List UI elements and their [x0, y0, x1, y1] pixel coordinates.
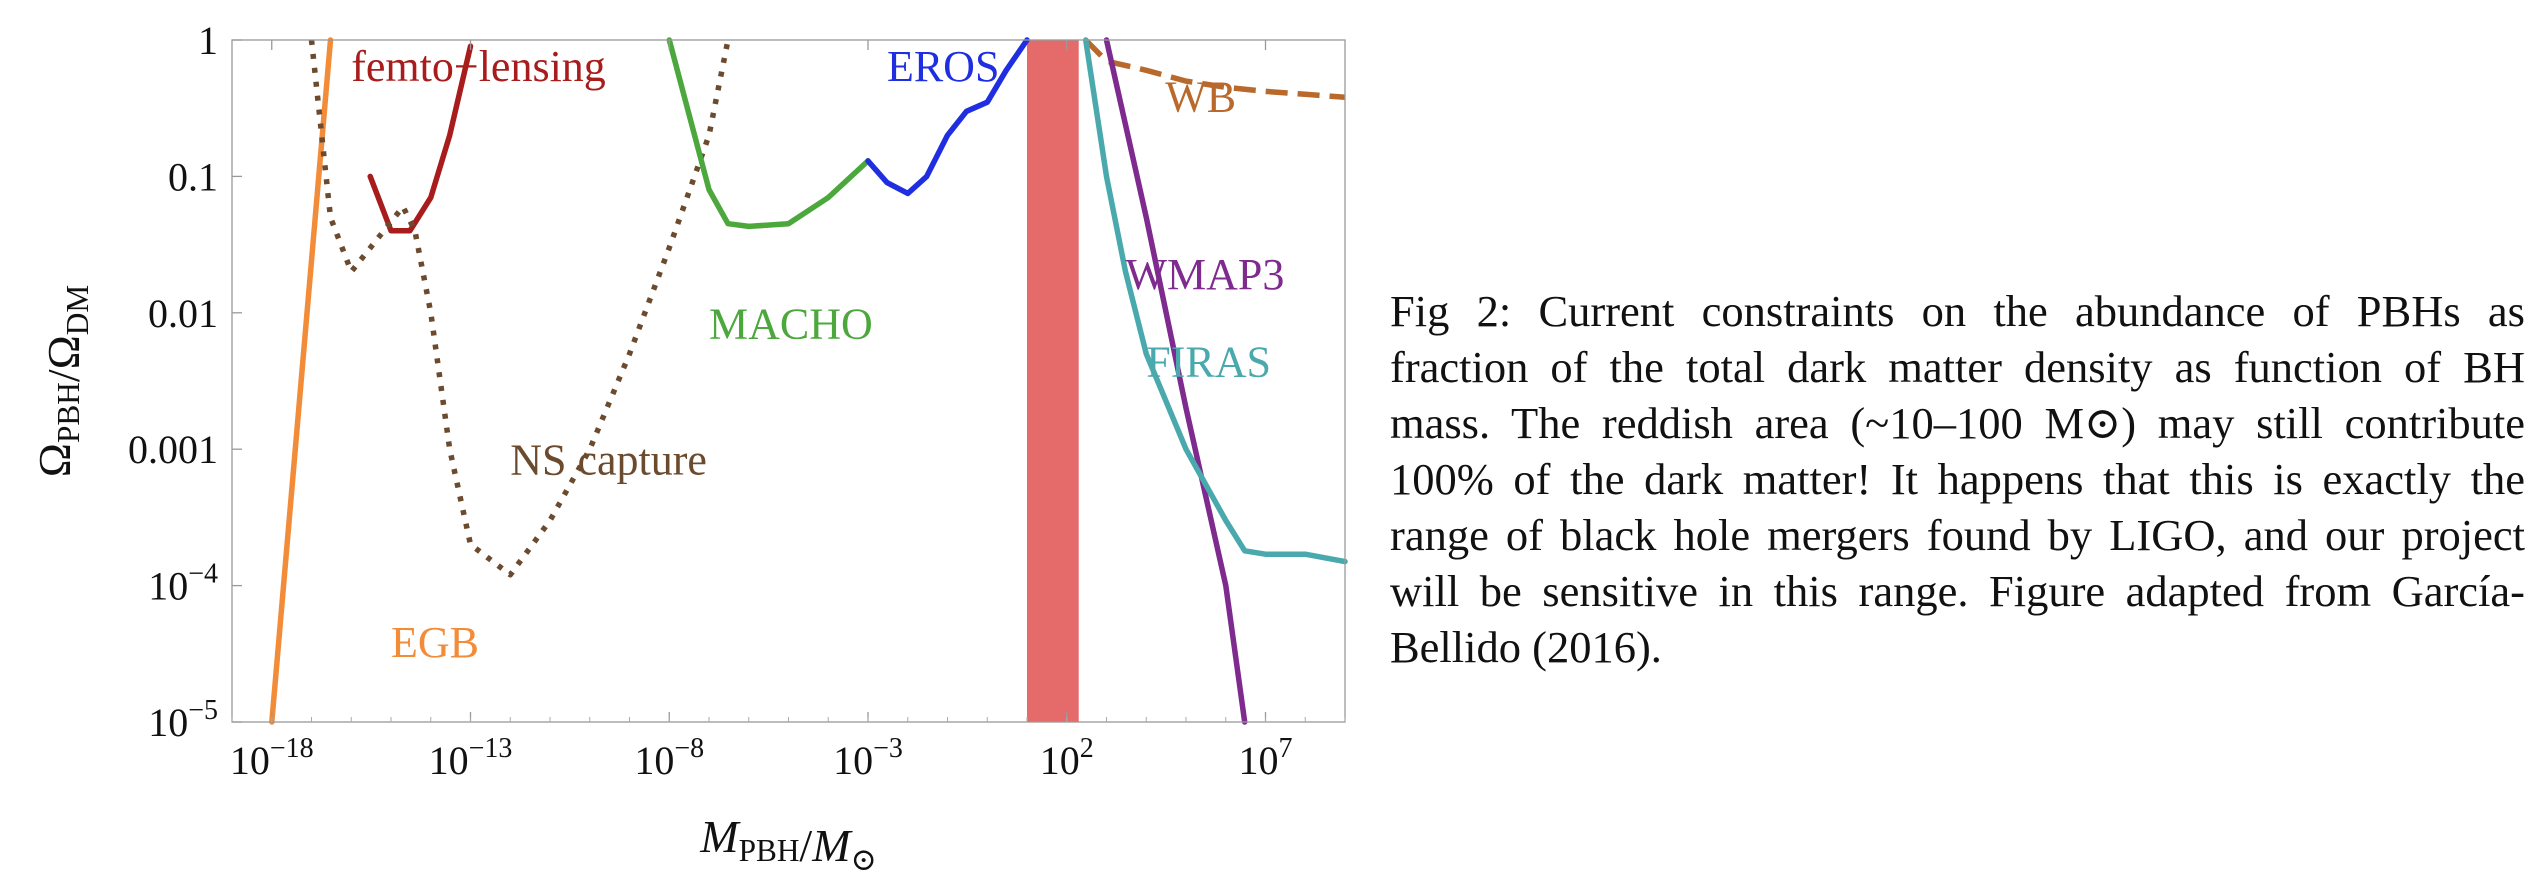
x-tick-label: 10−18: [230, 733, 314, 783]
series-egb-line: [269, 37, 334, 725]
series-macho-line: [666, 37, 871, 230]
y-tick-label: 10−4: [148, 559, 218, 609]
series-label-wb: WB: [1165, 72, 1236, 121]
x-axis-title: MPBH/M⊙: [699, 811, 876, 877]
y-tick-label: 0.1: [168, 154, 218, 199]
highlight-band: [1027, 40, 1079, 722]
series-label-femto-lensing: femto−lensing: [351, 42, 606, 91]
x-tick-label: 10−3: [833, 733, 903, 783]
series-femto-lensing-line: [367, 43, 474, 234]
series-layer: [269, 37, 1348, 725]
series-ns-capture-line: [308, 39, 731, 578]
series-label-layer: EGB femto−lensing NS capture MACHO EROS WB WMA…: [351, 42, 1284, 667]
axis-title-layer: MPBH/M⊙ ΩPBH/ΩDM: [29, 285, 877, 877]
series-firas-line: [1082, 37, 1348, 565]
series-eros-line: [865, 37, 1030, 197]
y-tick-label: 10−5: [148, 695, 218, 745]
x-tick-label: 10−13: [429, 733, 513, 783]
series-label-firas: FIRAS: [1146, 338, 1271, 387]
y-tick-label: 0.01: [148, 291, 218, 336]
x-tick-label: 107: [1239, 733, 1293, 783]
x-tick-label: 102: [1040, 733, 1094, 783]
series-label-egb: EGB: [391, 618, 479, 667]
y-axis-title: ΩPBH/ΩDM: [29, 285, 95, 477]
series-wmap3-line: [1103, 37, 1248, 725]
y-tick-label: 0.001: [128, 427, 218, 472]
series-label-ns-capture: NS capture: [510, 436, 707, 485]
constraints-chart: 10−18 10−13 10−8 10−3 102 107 1 0.1 0.01 0.001 10−…: [29, 18, 1348, 877]
highlight-band-layer: [1027, 40, 1079, 722]
series-label-macho: MACHO: [709, 299, 873, 348]
y-tick-label: 1: [198, 18, 218, 63]
x-tick-label: 10−8: [634, 733, 704, 783]
figure-caption: Fig 2: Current constraints on the abunda…: [1390, 286, 2525, 672]
tick-layer: 10−18 10−13 10−8 10−3 102 107 1 0.1 0.01 0.001 10−…: [128, 18, 1346, 783]
series-label-eros: EROS: [887, 42, 999, 91]
series-label-wmap3: WMAP3: [1125, 250, 1284, 299]
